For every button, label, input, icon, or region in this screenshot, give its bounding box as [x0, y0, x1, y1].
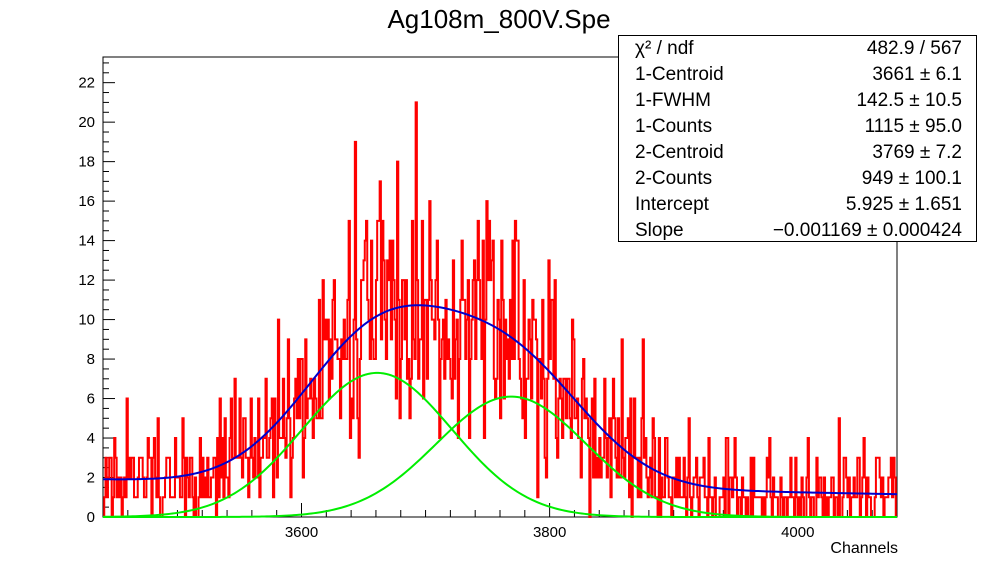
y-tick-label: 20 — [78, 114, 95, 131]
y-tick-label: 8 — [87, 351, 95, 368]
y-tick-label: 12 — [78, 272, 95, 289]
stats-row-intercept: Intercept 5.925 ± 1.651 — [619, 194, 976, 220]
stats-label: Intercept — [635, 194, 709, 215]
stats-label: 2-Centroid — [635, 142, 724, 163]
y-tick-label: 10 — [78, 312, 95, 329]
chart-title: Ag108m_800V.Spe — [387, 4, 611, 34]
stats-value: 5.925 ± 1.651 — [845, 194, 962, 215]
peak2-gaussian-curve — [103, 395, 897, 518]
stats-label: 1-Counts — [635, 116, 713, 137]
y-tick-label: 6 — [87, 391, 95, 408]
total-fit-curve — [102, 304, 898, 496]
stats-value: 1115 ± 95.0 — [864, 116, 962, 137]
stats-row-centroid1: 1-Centroid 3661 ± 6.1 — [619, 64, 976, 90]
y-tick-label: 14 — [78, 233, 95, 250]
stats-value: −0.001169 ± 0.000424 — [772, 220, 962, 241]
stats-row-fwhm1: 1-FWHM 142.5 ± 10.5 — [619, 90, 976, 116]
stats-label: 1-Centroid — [635, 64, 724, 85]
stats-label: χ² / ndf — [635, 38, 694, 59]
stats-row-chi2: χ² / ndf 482.9 / 567 — [619, 38, 976, 64]
y-tick-label: 22 — [78, 75, 95, 92]
y-tick-label: 18 — [78, 154, 95, 171]
stats-label: Slope — [635, 220, 684, 241]
x-axis-label: Channels — [830, 540, 898, 557]
stats-label: 2-Counts — [635, 168, 713, 189]
stats-row-counts1: 1-Counts 1115 ± 95.0 — [619, 116, 976, 142]
stats-value: 3661 ± 6.1 — [872, 64, 962, 85]
stats-row-slope: Slope −0.001169 ± 0.000424 — [619, 220, 976, 246]
stats-label: 1-FWHM — [635, 90, 711, 111]
stats-value: 482.9 / 567 — [866, 38, 962, 59]
fit-statistics-box: χ² / ndf 482.9 / 567 1-Centroid 3661 ± 6… — [618, 35, 977, 242]
stats-value: 949 ± 100.1 — [861, 168, 962, 189]
stats-row-counts2: 2-Counts 949 ± 100.1 — [619, 168, 976, 194]
y-tick-label: 4 — [87, 430, 95, 447]
y-tick-label: 0 — [87, 509, 95, 526]
y-tick-label: 16 — [78, 193, 95, 210]
stats-value: 3769 ± 7.2 — [872, 142, 962, 163]
x-tick-label: 4000 — [781, 524, 814, 541]
y-tick-label: 2 — [87, 470, 95, 487]
x-tick-label: 3800 — [533, 524, 566, 541]
x-tick-label: 3600 — [285, 524, 318, 541]
stats-row-centroid2: 2-Centroid 3769 ± 7.2 — [619, 142, 976, 168]
stats-value: 142.5 ± 10.5 — [856, 90, 962, 111]
